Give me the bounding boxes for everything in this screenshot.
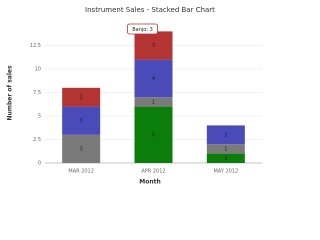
bar-segment [206,125,245,145]
x-tick-label: APR 2012 [141,169,165,175]
bar-segment [134,97,173,107]
tooltip-box [127,23,158,35]
y-tick-label: 0 [38,161,41,167]
value-label: 2 [80,95,83,101]
bar-segment [134,59,173,98]
value-label: 1 [152,99,155,105]
value-label: 4 [152,76,155,82]
value-label: 3 [80,118,83,124]
value-label: 6 [152,132,155,138]
value-label: 3 [80,146,83,152]
y-tick-label: 10 [35,67,41,73]
value-label: 1 [224,156,227,162]
x-tick-label: MAY 2012 [213,169,238,175]
x-axis-label: Month [139,179,161,186]
bar-segment [134,106,173,163]
bar-segment [206,144,245,154]
tooltip: Banjo: 3 [127,23,158,35]
bar-segment [206,153,245,163]
chart: Instrument Sales - Stacked Bar Chart Num… [7,6,262,186]
y-tick-label: 12.5 [30,43,41,49]
y-tick-label: 5 [38,114,41,120]
x-tick-label: MAR 2012 [68,169,94,175]
bar-segment [62,134,101,163]
bar-segment [134,31,173,60]
y-axis-label: Number of sales [7,65,14,121]
tooltip-text: Banjo: 3 [132,27,153,33]
bar-segment [62,87,101,107]
value-label: 1 [224,146,227,152]
value-label: 3 [152,43,155,49]
chart-title: Instrument Sales - Stacked Bar Chart [85,6,215,14]
y-tick-label: 7.5 [33,90,41,96]
y-tick-label: 2.5 [33,137,41,143]
value-label: 2 [224,132,227,138]
bar-segment [62,106,101,135]
